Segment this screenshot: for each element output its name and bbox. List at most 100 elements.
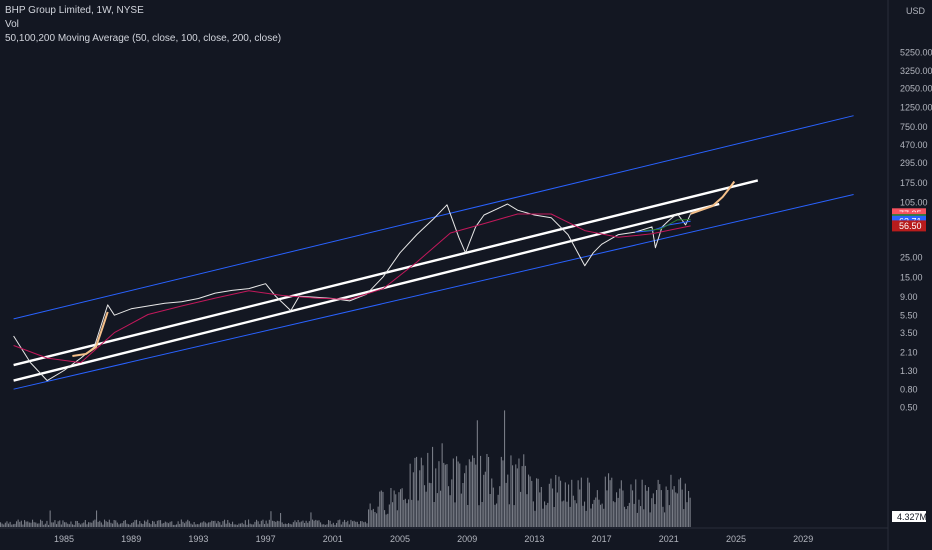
volume-bar [652, 493, 654, 527]
moving-average-legend[interactable]: 50,100,200 Moving Average (50, close, 10… [5, 33, 282, 44]
volume-bar [328, 520, 330, 527]
volume-bar [153, 521, 155, 527]
volume-bar [521, 466, 523, 527]
volume-bar [64, 522, 66, 527]
price-tick-label: 750.00 [900, 122, 928, 132]
volume-bar [465, 465, 467, 527]
volume-bar [179, 524, 181, 527]
volume-bar [288, 523, 290, 527]
symbol-title[interactable]: BHP Group Limited, 1W, NYSE [5, 5, 144, 16]
volume-histogram [0, 410, 691, 527]
volume-bar [496, 503, 498, 527]
volume-bar [198, 524, 200, 527]
volume-bar [308, 521, 310, 527]
volume-bar [369, 503, 371, 527]
volume-bar [574, 500, 576, 527]
volume-bar [300, 521, 302, 527]
volume-bar [275, 521, 277, 527]
volume-bar [70, 521, 72, 527]
volume-bar [33, 522, 35, 527]
price-tick-label: 3250.00 [900, 66, 932, 76]
volume-bar [643, 509, 645, 527]
volume-bar [633, 503, 635, 527]
price-tick-label: 105.00 [900, 198, 928, 208]
volume-bar [614, 502, 616, 527]
volume-bar [412, 472, 414, 527]
volume-bar [552, 488, 554, 527]
volume-bar [582, 505, 584, 527]
volume-bar [60, 524, 62, 527]
series-ma-green [643, 219, 691, 232]
volume-bar [78, 523, 80, 527]
volume-bar [664, 512, 666, 527]
volume-bar [88, 522, 90, 527]
volume-bar [57, 521, 59, 527]
volume-bar [516, 468, 518, 527]
volume-bar [667, 490, 669, 527]
volume-bar [174, 524, 176, 527]
price-tick-label: 295.00 [900, 158, 928, 168]
volume-bar [305, 520, 307, 527]
volume-bar [36, 523, 38, 527]
price-tick-label: 9.00 [900, 292, 918, 302]
volume-bar [139, 521, 141, 527]
price-tick-label: 15.00 [900, 272, 923, 282]
volume-bar [508, 504, 510, 527]
volume-bar [651, 498, 653, 527]
volume-bar [22, 524, 24, 527]
volume-bar [480, 455, 482, 527]
volume-bar [72, 524, 74, 527]
volume-bar [627, 506, 629, 527]
volume-bar [152, 520, 154, 527]
price-tick-label: 175.00 [900, 178, 928, 188]
volume-bar [188, 521, 190, 527]
volume-bar [390, 488, 392, 527]
volume-bar [454, 502, 456, 527]
volume-bar [660, 490, 662, 527]
volume-bar [595, 497, 597, 527]
volume-legend[interactable]: Vol [5, 19, 19, 30]
time-tick-label: 2029 [793, 534, 813, 544]
volume-bar [376, 513, 378, 527]
volume-bar [598, 499, 600, 527]
time-tick-label: 2013 [524, 534, 544, 544]
series-projection-future [690, 180, 736, 215]
volume-bar [166, 522, 168, 527]
volume-bar [417, 500, 419, 527]
volume-bar [286, 524, 288, 527]
volume-bar [254, 521, 256, 527]
volume-bar [345, 522, 347, 527]
volume-bar [494, 504, 496, 527]
volume-bar [681, 489, 683, 527]
volume-bar [73, 524, 75, 527]
volume-bar [302, 520, 304, 527]
volume-bar [257, 521, 259, 527]
volume-bar [336, 523, 338, 527]
price-tick-label: 5250.00 [900, 48, 932, 58]
series-price [13, 203, 692, 382]
volume-bar [422, 465, 424, 527]
volume-bar [83, 522, 85, 527]
volume-bar [576, 503, 578, 527]
volume-bar [561, 501, 563, 527]
volume-bar [208, 522, 210, 527]
volume-bar [171, 521, 173, 527]
volume-bar [483, 474, 485, 527]
volume-bar [507, 474, 509, 527]
volume-bar [320, 522, 322, 527]
volume-bar [659, 484, 661, 527]
volume-bar [550, 478, 552, 527]
volume-bar [273, 521, 275, 527]
volume-bar [48, 524, 50, 527]
volume-bar [425, 491, 427, 527]
time-tick-label: 1985 [54, 534, 74, 544]
volume-bar [440, 490, 442, 527]
volume-bar [355, 521, 357, 527]
volume-bar [622, 490, 624, 527]
volume-bar [30, 522, 32, 527]
volume-bar [337, 520, 339, 527]
volume-bar [624, 506, 626, 527]
volume-bar [475, 464, 477, 527]
volume-bar [140, 523, 142, 527]
